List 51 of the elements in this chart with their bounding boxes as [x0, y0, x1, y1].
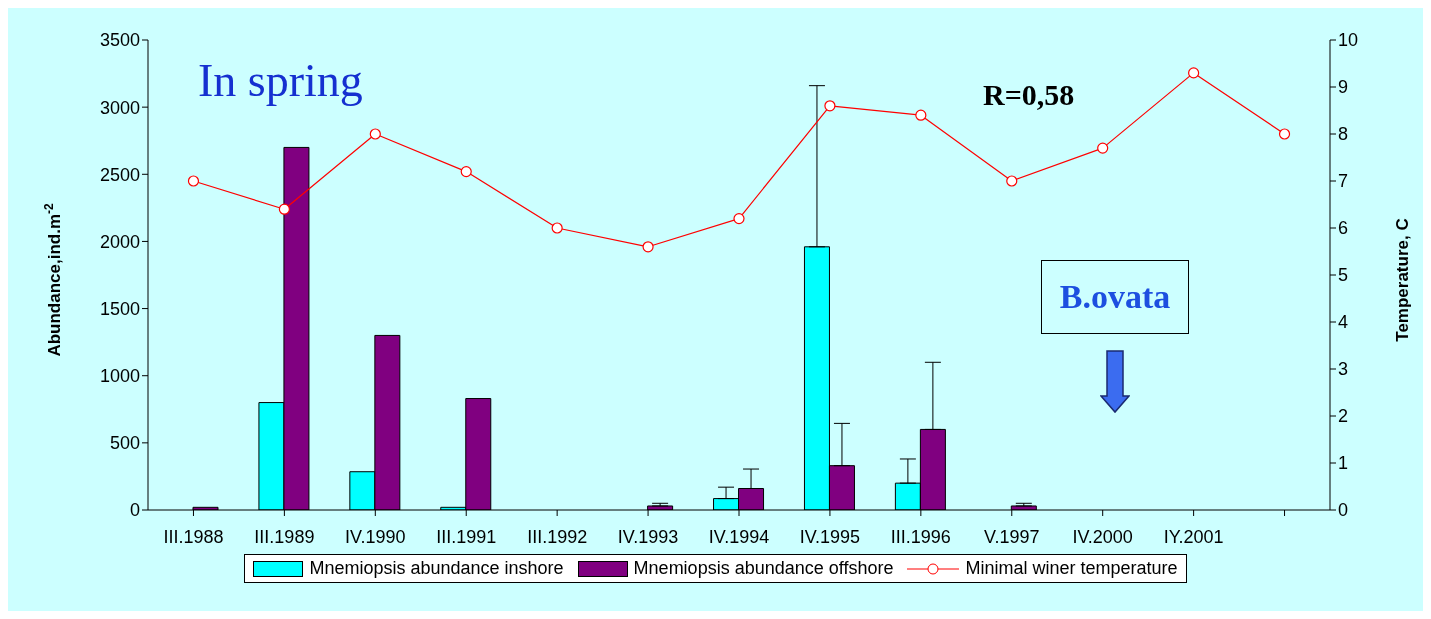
y-tick-label: 3000	[99, 97, 140, 118]
point	[278, 203, 290, 215]
point	[187, 175, 200, 187]
y2-tick-label: 0	[1338, 500, 1349, 521]
point	[1188, 67, 1200, 79]
x-tick-label: IV.1994	[708, 526, 770, 547]
point	[733, 213, 745, 225]
y2-tick-label: 8	[1338, 124, 1349, 145]
y2-tick-label: 1	[1338, 453, 1349, 474]
x-tick-label: V.1997	[984, 526, 1040, 547]
x-tick-label: III.1996	[890, 526, 951, 547]
y-tick-label: 2000	[99, 231, 140, 252]
legend-label: Minimal winer temperature	[965, 558, 1178, 579]
x-tick-label: III.1988	[163, 526, 224, 547]
x-tick-label: IV.1993	[617, 526, 679, 547]
y2-tick-label: 9	[1338, 77, 1349, 98]
y2-tick-label: 3	[1338, 359, 1349, 380]
y-tick-label: 0	[129, 500, 140, 521]
point	[1097, 142, 1109, 154]
point	[642, 241, 654, 253]
legend-label: Mnemiopsis abundance offshore	[633, 558, 894, 579]
x-tick-label: IV.1995	[799, 526, 861, 547]
x-tick-label: III.1989	[254, 526, 315, 547]
annotation: R=0,58	[983, 78, 1075, 112]
point	[824, 100, 836, 112]
y2-tick-label: 10	[1338, 30, 1359, 51]
y2-tick-label: 7	[1338, 171, 1349, 192]
point	[551, 222, 563, 234]
x-tick-label: IV.1990	[345, 526, 406, 547]
y-tick-label: 500	[109, 433, 140, 454]
annotation: B.ovata	[1041, 260, 1189, 334]
annotation: In spring	[198, 54, 363, 107]
point	[460, 166, 472, 178]
y-tick-label: 1500	[99, 298, 140, 319]
y2-tick-label: 4	[1338, 312, 1349, 333]
x-tick-label: IV.2000	[1072, 526, 1133, 547]
legend-label: Mnemiopsis abundance inshore	[309, 558, 564, 579]
y2-tick-label: 5	[1338, 265, 1349, 286]
y-tick-label: 1000	[99, 366, 140, 387]
point	[369, 128, 381, 140]
point	[915, 109, 927, 121]
x-tick-label: III.1992	[527, 526, 588, 547]
y2-tick-label: 2	[1338, 406, 1349, 427]
point	[1278, 128, 1291, 140]
x-tick-label: III.1991	[436, 526, 497, 547]
point	[1006, 175, 1018, 187]
y2-tick-label: 6	[1338, 218, 1349, 239]
y-tick-label: 2500	[99, 164, 140, 185]
y2-axis-title: Temperature, C	[1393, 218, 1412, 342]
y-tick-label: 3500	[99, 30, 140, 51]
x-tick-label: IY.2001	[1163, 526, 1224, 547]
